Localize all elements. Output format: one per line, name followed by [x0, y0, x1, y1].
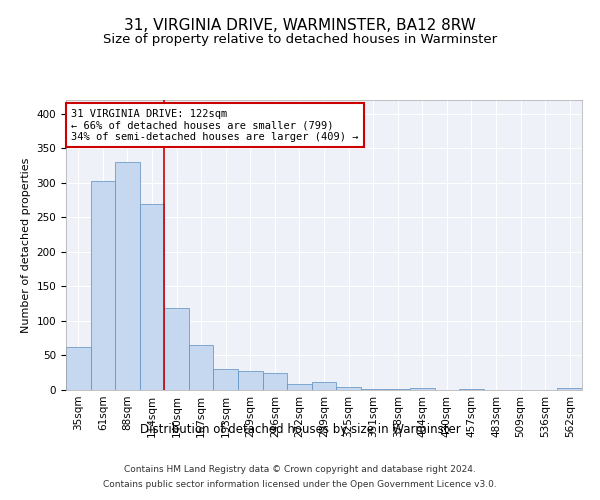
Text: Contains public sector information licensed under the Open Government Licence v3: Contains public sector information licen… — [103, 480, 497, 489]
Bar — [140, 204, 164, 390]
Bar — [189, 345, 214, 390]
Text: 31, VIRGINIA DRIVE, WARMINSTER, BA12 8RW: 31, VIRGINIA DRIVE, WARMINSTER, BA12 8RW — [124, 18, 476, 32]
Bar — [214, 370, 238, 390]
Text: Contains HM Land Registry data © Crown copyright and database right 2024.: Contains HM Land Registry data © Crown c… — [124, 465, 476, 474]
Bar — [115, 162, 140, 390]
Bar — [287, 384, 312, 390]
Bar — [66, 346, 91, 390]
Y-axis label: Number of detached properties: Number of detached properties — [21, 158, 31, 332]
Bar — [557, 388, 582, 390]
Bar — [336, 386, 361, 390]
Bar — [238, 370, 263, 390]
Text: Size of property relative to detached houses in Warminster: Size of property relative to detached ho… — [103, 32, 497, 46]
Bar — [164, 308, 189, 390]
Bar — [263, 372, 287, 390]
Text: 31 VIRGINIA DRIVE: 122sqm
← 66% of detached houses are smaller (799)
34% of semi: 31 VIRGINIA DRIVE: 122sqm ← 66% of detac… — [71, 108, 359, 142]
Bar — [91, 181, 115, 390]
Text: Distribution of detached houses by size in Warminster: Distribution of detached houses by size … — [140, 422, 460, 436]
Bar — [410, 388, 434, 390]
Bar — [312, 382, 336, 390]
